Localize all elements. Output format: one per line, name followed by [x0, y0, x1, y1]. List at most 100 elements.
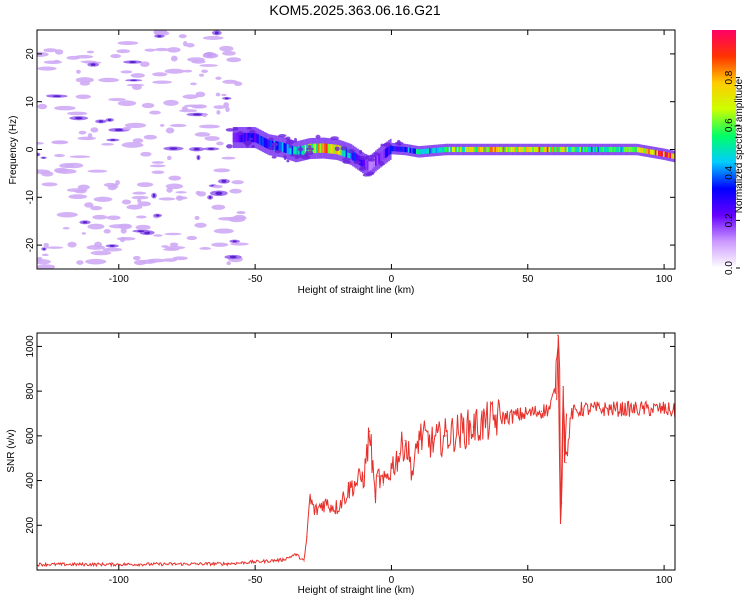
- ridge-core: [509, 146, 511, 153]
- noise-blob-core: [42, 247, 46, 251]
- ridge-core: [355, 153, 358, 163]
- ridge-core: [646, 148, 649, 154]
- noise-blob: [217, 217, 239, 221]
- snr-spike: [556, 335, 567, 517]
- ridge-core: [280, 142, 282, 152]
- ridge-core: [445, 146, 448, 153]
- ridge-core: [365, 159, 368, 170]
- ridge-core: [394, 146, 397, 152]
- noise-blob-core: [110, 139, 116, 141]
- noise-blob: [186, 235, 198, 241]
- ridge-core: [522, 146, 525, 153]
- noise-blob: [213, 105, 226, 109]
- ridge-core: [568, 146, 570, 153]
- noise-blob-core: [193, 147, 200, 151]
- ridge-core: [643, 148, 646, 154]
- ridge-core: [455, 146, 457, 153]
- ridge-core: [481, 146, 484, 153]
- ridge-speck: [383, 142, 392, 148]
- ridge-core: [370, 160, 372, 171]
- ridge-speck: [358, 155, 368, 161]
- noise-blob: [124, 122, 147, 128]
- ridge-core: [435, 147, 438, 153]
- snr-data-point: [570, 412, 572, 415]
- noise-blob: [199, 64, 218, 67]
- ridge-speck: [297, 147, 304, 152]
- snr-series-line: [37, 347, 675, 568]
- ridge-speck: [248, 137, 254, 141]
- noise-blob-core: [232, 240, 237, 243]
- ridge-speck: [362, 173, 370, 177]
- noise-blob: [131, 195, 149, 200]
- ridge-core: [569, 146, 572, 153]
- ridge-speck: [283, 154, 287, 160]
- ridge-core: [489, 146, 492, 153]
- ridge-core: [574, 146, 577, 153]
- ridge-core: [432, 148, 435, 154]
- ridge-core: [267, 139, 269, 149]
- noise-blob: [195, 190, 201, 195]
- ridge-speck: [315, 134, 321, 139]
- noise-blob-core: [82, 221, 88, 224]
- noise-blob: [179, 109, 198, 113]
- snr-data-point: [390, 466, 393, 468]
- ridge-core: [404, 146, 407, 153]
- ridge-speck: [342, 157, 351, 162]
- ridge-core: [468, 146, 471, 153]
- ridge-core: [566, 146, 569, 153]
- snr-data-point: [382, 484, 384, 486]
- snr-data-point: [306, 535, 308, 538]
- noise-blob: [90, 250, 112, 256]
- snr-y-tick-label: 600: [25, 427, 36, 444]
- ridge-core: [527, 146, 529, 153]
- ridge-core: [381, 150, 384, 161]
- ridge-speck: [334, 146, 340, 152]
- ridge-core: [483, 146, 485, 153]
- ridge-core: [393, 146, 395, 152]
- ridge-core: [473, 146, 475, 153]
- noise-blob: [54, 49, 64, 55]
- noise-blob: [190, 82, 197, 86]
- ridge-core: [666, 152, 669, 158]
- snr-data-point: [663, 408, 665, 410]
- noise-blob: [37, 259, 51, 265]
- ridge-core: [332, 144, 335, 154]
- snr-data-point: [527, 412, 529, 415]
- ridge-core: [397, 146, 400, 152]
- ridge-core: [671, 153, 673, 159]
- noise-blob: [164, 245, 186, 250]
- noise-blob: [147, 258, 166, 263]
- ridge-core: [653, 149, 655, 156]
- ridge-speck: [285, 136, 291, 141]
- ridge-core: [383, 149, 386, 160]
- noise-blob: [41, 171, 54, 177]
- noise-blob: [204, 136, 220, 141]
- ridge-core: [329, 144, 332, 154]
- ridge-core: [662, 151, 665, 157]
- ridge-core: [358, 155, 361, 166]
- ridge-speck: [342, 160, 351, 164]
- noise-blob-core: [52, 95, 62, 98]
- ridge-speck: [285, 139, 295, 145]
- noise-blob-core: [98, 120, 104, 123]
- ridge-core: [484, 146, 487, 153]
- ridge-core: [340, 146, 343, 156]
- spectrogram-ridge-layer: [225, 126, 675, 177]
- noise-blob: [102, 247, 123, 252]
- ridge-speck: [353, 160, 361, 165]
- noise-blob: [117, 41, 139, 46]
- noise-blob: [115, 179, 120, 186]
- ridge-core: [433, 147, 436, 154]
- noise-blob: [101, 142, 114, 146]
- noise-blob: [152, 72, 168, 77]
- snr-panel: -100 -50 0 50 100 200 400 600 800 1000 Height of…: [6, 332, 676, 596]
- ridge-speck: [286, 159, 290, 163]
- snr-data-point: [363, 475, 365, 477]
- ridge-core: [661, 151, 664, 157]
- ridge-core: [594, 146, 597, 153]
- ridge-core: [523, 146, 526, 153]
- ridge-core: [368, 161, 371, 171]
- ridge-core: [479, 146, 482, 153]
- ridge-core: [463, 146, 466, 153]
